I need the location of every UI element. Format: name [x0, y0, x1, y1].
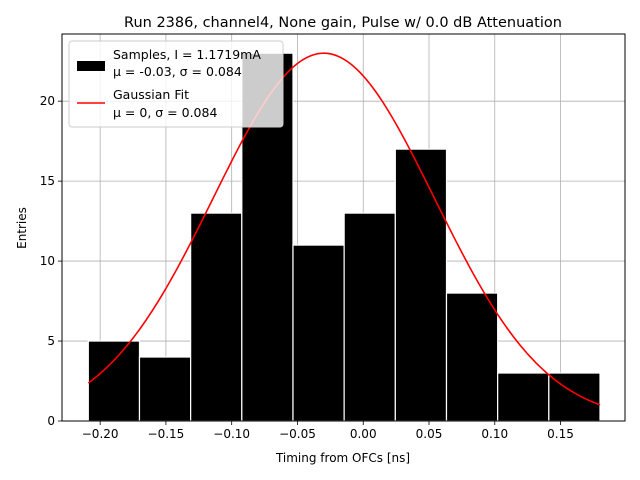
histogram-bar — [190, 212, 243, 422]
legend-samples-line2: μ = -0.03, σ = 0.084 — [113, 64, 242, 79]
y-tick-label: 0 — [47, 414, 55, 428]
y-axis-ticks: 0 5 10 15 20 — [40, 94, 62, 428]
chart-title: Run 2386, channel4, None gain, Pulse w/ … — [124, 15, 562, 31]
histogram-bar — [292, 244, 345, 422]
legend: Samples, I = 1.1719mA μ = -0.03, σ = 0.0… — [68, 40, 284, 128]
plot-frame — [61, 33, 626, 422]
histogram-bar — [497, 372, 550, 422]
x-tick-label: 0.00 — [350, 427, 377, 441]
y-tick-label: 15 — [40, 174, 55, 188]
y-tick-label: 10 — [40, 254, 55, 268]
x-tick-label: 0.15 — [547, 427, 574, 441]
y-axis-label: Entries — [15, 207, 29, 249]
histogram-bar — [343, 212, 396, 422]
legend-samples-swatch — [77, 61, 105, 71]
y-tick-label: 5 — [47, 334, 55, 348]
histogram-bar — [394, 148, 448, 422]
x-tick-label: −0.10 — [213, 427, 250, 441]
x-tick-label: −0.20 — [82, 427, 119, 441]
histogram-bar — [87, 340, 141, 422]
legend-fit-line2: μ = 0, σ = 0.084 — [113, 105, 217, 120]
x-tick-label: 0.10 — [481, 427, 508, 441]
x-axis-ticks: −0.20 −0.15 −0.10 −0.05 0.00 0.05 0.10 0.15 — [82, 421, 574, 441]
histogram-bar — [445, 292, 499, 422]
legend-box — [68, 40, 284, 128]
y-tick-label: 20 — [40, 94, 55, 108]
legend-fit-line1: Gaussian Fit — [113, 87, 189, 102]
x-tick-label: −0.15 — [148, 427, 185, 441]
histogram-bar — [138, 356, 192, 422]
legend-samples-line1: Samples, I = 1.1719mA — [113, 47, 261, 62]
x-axis-label: Timing from OFCs [ns] — [275, 451, 410, 465]
gaussian-fit-line — [87, 52, 601, 406]
x-tick-label: 0.05 — [416, 427, 443, 441]
x-tick-label: −0.05 — [279, 427, 316, 441]
